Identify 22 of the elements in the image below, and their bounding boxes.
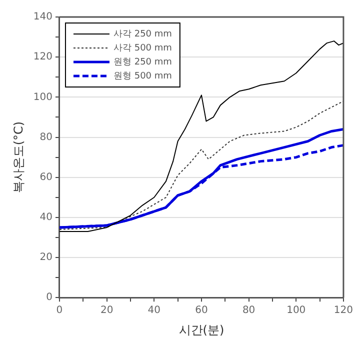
- y-tick-label: 60: [40, 172, 52, 183]
- x-tick-label: 0: [56, 305, 63, 316]
- legend-label: 원형 250 mm: [113, 57, 172, 68]
- y-tick-label: 0: [46, 292, 52, 304]
- x-tick-label: 100: [286, 305, 306, 316]
- y-axis-title: 복사온도(°C): [11, 121, 26, 194]
- y-tick-label: 40: [40, 212, 52, 224]
- y-tick-label: 20: [40, 252, 52, 264]
- y-tick-label: 100: [33, 92, 52, 103]
- y-tick-label: 120: [33, 52, 52, 63]
- x-tick-label: 40: [148, 305, 161, 316]
- x-tick-label: 60: [195, 305, 208, 316]
- x-tick-label: 120: [334, 305, 354, 316]
- legend-label: 원형 500 mm: [113, 71, 172, 82]
- x-tick-label: 20: [100, 305, 114, 316]
- x-tick-label: 80: [242, 305, 256, 316]
- legend-label: 사각 500 mm: [113, 43, 172, 54]
- x-axis-title: 시간(분): [178, 322, 224, 337]
- y-tick-label: 140: [33, 12, 52, 23]
- line-series: [59, 100, 344, 230]
- legend-label: 사각 250 mm: [113, 29, 172, 40]
- y-tick-label: 80: [40, 132, 52, 143]
